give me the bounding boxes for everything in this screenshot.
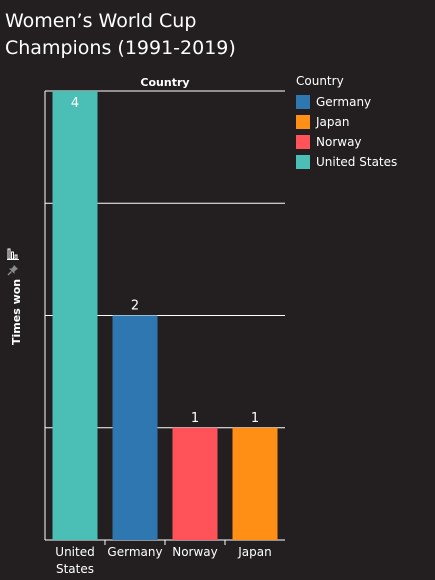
- data-label: 1: [251, 411, 259, 426]
- legend-title: Country: [296, 74, 344, 88]
- data-label: 2: [131, 299, 139, 314]
- legend-label: Japan: [316, 115, 350, 129]
- x-tick-label: Japan: [237, 545, 271, 559]
- legend-item-japan[interactable]: Japan: [296, 112, 397, 132]
- legend-item-united-states[interactable]: United States: [296, 152, 397, 172]
- legend-item-norway[interactable]: Norway: [296, 132, 397, 152]
- x-tick-label: States: [56, 562, 94, 576]
- legend-item-germany[interactable]: Germany: [296, 92, 397, 112]
- legend-label: United States: [316, 155, 398, 169]
- bar: [172, 427, 218, 540]
- bar: [232, 427, 278, 540]
- legend-label: Norway: [316, 135, 362, 149]
- bar: [112, 315, 158, 540]
- y-axis-label: Times won: [10, 279, 23, 345]
- column-header: Country: [140, 76, 189, 89]
- legend: Country Germany Japan Norway United Stat…: [296, 74, 397, 172]
- bar: [52, 91, 98, 540]
- x-tick-label: United: [55, 545, 94, 559]
- bar-chart-sort-icon[interactable]: [7, 248, 19, 260]
- chart-title: Women’s World Cup Champions (1991-2019): [5, 10, 236, 59]
- pin-icon[interactable]: [7, 264, 19, 276]
- legend-label: Germany: [316, 95, 372, 109]
- legend-swatch: [296, 155, 310, 169]
- data-label: 4: [71, 96, 79, 111]
- x-tick-label: Norway: [172, 545, 218, 559]
- data-label: 1: [191, 411, 199, 426]
- legend-swatch: [296, 95, 310, 109]
- axis-tools: [7, 248, 21, 276]
- legend-swatch: [296, 115, 310, 129]
- x-tick-label: Germany: [107, 545, 162, 559]
- legend-swatch: [296, 135, 310, 149]
